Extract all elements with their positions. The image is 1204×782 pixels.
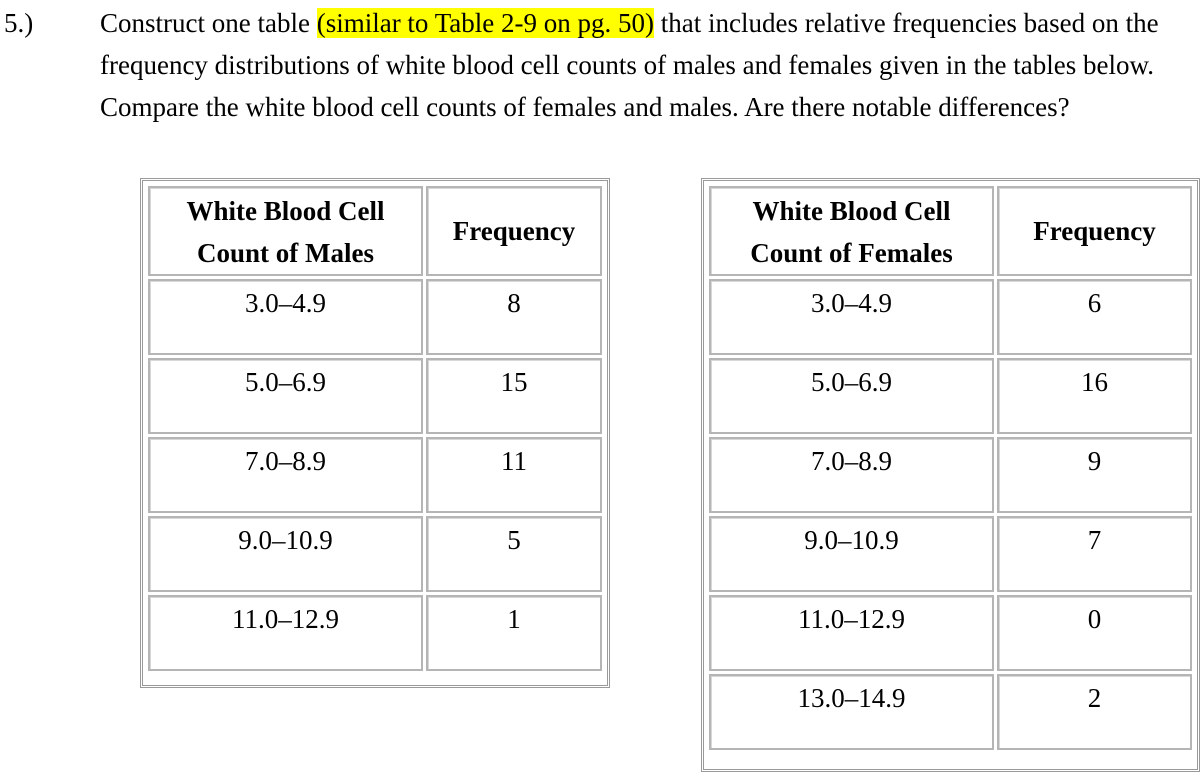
males-frequency-cell: 15	[426, 358, 602, 434]
females-range-cell: 11.0–12.9	[709, 595, 994, 671]
males-frequency-header: Frequency	[426, 186, 602, 276]
females-range-cell: 7.0–8.9	[709, 437, 994, 513]
females-frequency-cell: 7	[997, 516, 1192, 592]
question-number: 5.)	[4, 8, 34, 38]
females-range-header-line1: White Blood Cell	[752, 196, 951, 226]
females-frequency-cell: 9	[997, 437, 1192, 513]
males-wbc-table: White Blood Cell Count of Males Frequenc…	[140, 178, 610, 688]
females-range-cell: 3.0–4.9	[709, 279, 994, 355]
males-range-header-line2: Count of Males	[197, 238, 374, 268]
females-range-cell: 5.0–6.9	[709, 358, 994, 434]
males-range-cell: 7.0–8.9	[148, 437, 423, 513]
females-frequency-cell: 2	[997, 674, 1192, 750]
females-range-cell: 9.0–10.9	[709, 516, 994, 592]
question-text: Construct one table (similar to Table 2-…	[100, 2, 1200, 128]
males-frequency-cell: 8	[426, 279, 602, 355]
table-row: 3.0–4.9 6	[709, 279, 1192, 355]
table-row: 5.0–6.9 16	[709, 358, 1192, 434]
question-text-before: Construct one table	[100, 8, 317, 38]
females-range-header: White Blood Cell Count of Females	[709, 186, 994, 276]
table-row: 5.0–6.9 15	[148, 358, 602, 434]
females-frequency-cell: 0	[997, 595, 1192, 671]
males-frequency-cell: 11	[426, 437, 602, 513]
females-frequency-header: Frequency	[997, 186, 1192, 276]
males-range-header-line1: White Blood Cell	[186, 196, 385, 226]
males-header-row: White Blood Cell Count of Males Frequenc…	[148, 186, 602, 276]
question-text-after: that includes relative frequencies based…	[100, 8, 1159, 122]
males-range-cell: 3.0–4.9	[148, 279, 423, 355]
table-row: 3.0–4.9 8	[148, 279, 602, 355]
table-row: 11.0–12.9 0	[709, 595, 1192, 671]
table-row: 13.0–14.9 2	[709, 674, 1192, 750]
males-range-cell: 5.0–6.9	[148, 358, 423, 434]
table-row: 7.0–8.9 11	[148, 437, 602, 513]
males-range-header: White Blood Cell Count of Males	[148, 186, 423, 276]
females-range-header-line2: Count of Females	[750, 238, 953, 268]
table-row: 11.0–12.9 1	[148, 595, 602, 671]
males-range-cell: 9.0–10.9	[148, 516, 423, 592]
females-frequency-cell: 6	[997, 279, 1192, 355]
females-range-cell: 13.0–14.9	[709, 674, 994, 750]
highlighted-reference: (similar to Table 2-9 on pg. 50)	[316, 8, 655, 38]
females-wbc-table: White Blood Cell Count of Females Freque…	[701, 178, 1200, 772]
males-frequency-cell: 1	[426, 595, 602, 671]
males-range-cell: 11.0–12.9	[148, 595, 423, 671]
females-header-row: White Blood Cell Count of Females Freque…	[709, 186, 1192, 276]
females-frequency-cell: 16	[997, 358, 1192, 434]
males-frequency-cell: 5	[426, 516, 602, 592]
table-row: 9.0–10.9 5	[148, 516, 602, 592]
table-row: 9.0–10.9 7	[709, 516, 1192, 592]
table-row: 7.0–8.9 9	[709, 437, 1192, 513]
